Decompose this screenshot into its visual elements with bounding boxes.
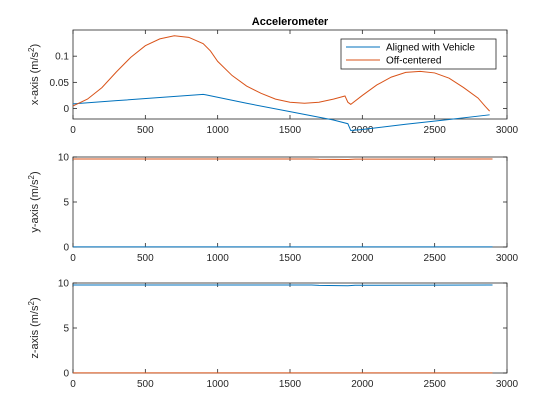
- y-axis-label-superscript: 2: [27, 47, 36, 52]
- x-tick-label: 3000: [496, 253, 519, 264]
- y-axis-label: z-axis (m/s2): [27, 297, 41, 358]
- y-tick-label: 5: [63, 198, 69, 209]
- y-axis-label-text: z-axis (m/s: [29, 305, 41, 359]
- y-axis-label-superscript: 2: [27, 300, 36, 305]
- y-axis-label-close: ): [29, 171, 41, 175]
- y-axis-label-superscript: 2: [27, 174, 36, 179]
- x-tick-label: 500: [137, 253, 154, 264]
- series-line-off-centered: [72, 35, 491, 112]
- subplot-3: 0 500 1000 1500 2000 2500 3000 0 5 10 z-axis (m/s2…: [27, 279, 519, 391]
- chart-title: Accelerometer: [252, 16, 329, 28]
- x-tick-label: 2000: [351, 379, 374, 390]
- y-tick-label: 10: [58, 153, 70, 164]
- legend-entry: Off-centered: [386, 56, 441, 67]
- x-tick-label: 500: [137, 125, 154, 136]
- series-line-aligned-with-vehicle: [73, 284, 493, 287]
- y-axis-label-text: x-axis (m/s: [29, 51, 41, 105]
- y-tick-label: 0: [63, 369, 69, 380]
- series-line-aligned-with-vehicle: [72, 93, 490, 132]
- y-tick-label: 0.05: [50, 78, 70, 89]
- legend-entry: Aligned with Vehicle: [386, 43, 475, 54]
- y-axis-label-close: ): [29, 297, 41, 301]
- x-tick-label: 3000: [496, 379, 519, 390]
- x-tick-label: 0: [70, 253, 76, 264]
- axes-box: [72, 282, 508, 374]
- x-tick-label: 1500: [279, 125, 302, 136]
- y-tick-label: 5: [63, 324, 69, 335]
- x-tick-label: 2500: [424, 379, 447, 390]
- x-tick-label: 2500: [424, 253, 447, 264]
- subplot-2: 0 500 1000 1500 2000 2500 3000 0 5 10 y-axis (m/s2…: [27, 153, 519, 265]
- y-tick-label: 0: [63, 243, 69, 254]
- legend-box: [340, 38, 497, 70]
- x-tick-label: 1000: [207, 253, 230, 264]
- series-line-off-centered: [73, 158, 493, 161]
- axes-box: [72, 156, 508, 248]
- x-tick-label: 1500: [279, 253, 302, 264]
- x-tick-label: 1000: [207, 379, 230, 390]
- y-axis-label-text: y-axis (m/s: [29, 179, 41, 233]
- x-tick-label: 1000: [207, 125, 230, 136]
- y-tick-label: 0: [63, 104, 69, 115]
- x-tick-label: 0: [70, 379, 76, 390]
- y-axis-label: y-axis (m/s2): [27, 171, 41, 232]
- x-tick-label: 2500: [424, 125, 447, 136]
- x-tick-label: 2000: [351, 125, 374, 136]
- y-tick-label: 0.1: [55, 52, 69, 63]
- y-tick-label: 10: [58, 279, 70, 290]
- legend: Aligned with Vehicle Off-centered: [340, 38, 497, 70]
- x-tick-label: 2000: [351, 253, 374, 264]
- subplot-1: 0 500 1000 1500 2000 2500 3000 0 0.05 0.1 x-axis (…: [27, 16, 519, 136]
- x-tick-label: 3000: [496, 125, 519, 136]
- y-axis-label-close: ): [29, 44, 41, 48]
- x-tick-label: 0: [70, 125, 76, 136]
- y-axis-label: x-axis (m/s2): [27, 44, 41, 105]
- x-tick-label: 1500: [279, 379, 302, 390]
- x-tick-label: 500: [137, 379, 154, 390]
